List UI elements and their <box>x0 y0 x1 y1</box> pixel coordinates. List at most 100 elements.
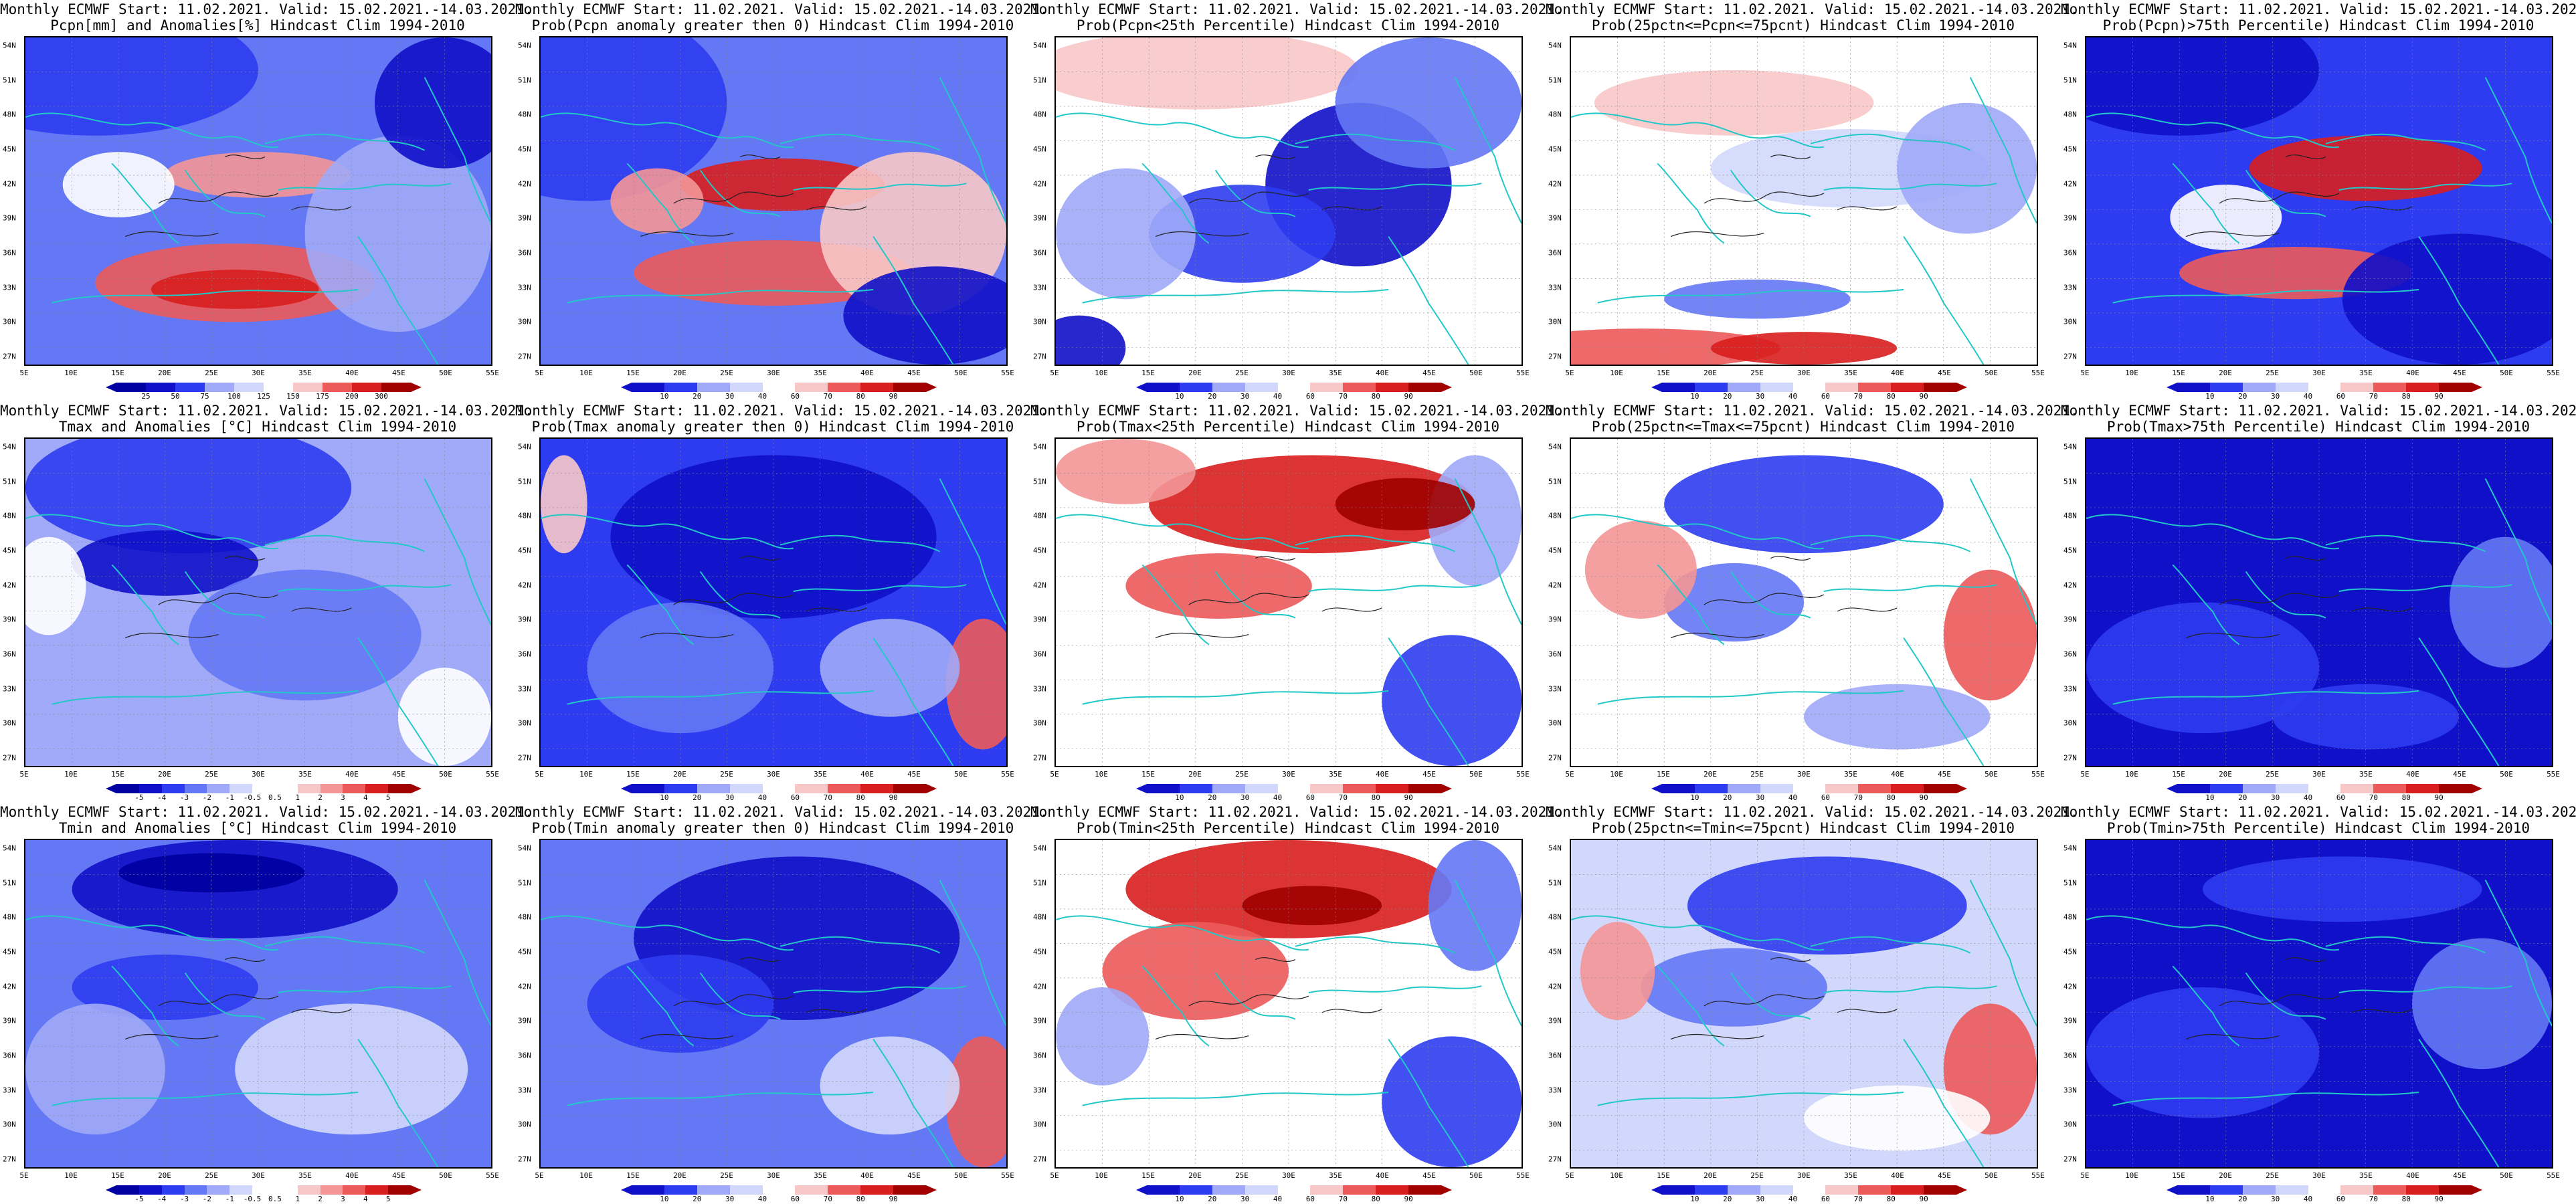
contour-line <box>1188 994 1309 1007</box>
panel-title-line2: Prob(Pcpn anomaly greater then 0) Hindca… <box>531 17 1014 33</box>
panel-title-line1: Monthly ECMWF Start: 11.02.2021. Valid: … <box>0 804 533 820</box>
coastline <box>626 564 695 645</box>
forecast-map <box>1570 839 2038 1169</box>
map-canvas <box>1056 840 1522 1167</box>
latitude-label: 30N <box>3 317 16 326</box>
longitude-label: 20E <box>1188 369 1202 377</box>
latitude-label: 39N <box>518 615 531 624</box>
colorbar-arrow-left <box>1136 1185 1147 1195</box>
panel-title-line2: Prob(Pcpn)>75th Percentile) Hindcast Cli… <box>2102 17 2535 33</box>
latitude-label: 42N <box>2063 179 2077 189</box>
colorbar-tick-label: 70 <box>2369 392 2378 401</box>
longitude-label: 20E <box>2219 1171 2232 1180</box>
contour-line <box>124 1034 219 1040</box>
coastline <box>793 584 967 593</box>
coastline <box>1056 514 1309 550</box>
colorbar-cell <box>664 1185 698 1195</box>
colorbar-arrow-right <box>1441 784 1452 793</box>
contour-line <box>2185 633 2280 639</box>
colorbar-cell <box>381 383 411 392</box>
latitude-label: 54N <box>3 843 16 853</box>
latitude-label: 33N <box>3 684 16 694</box>
longitude-label: 50E <box>954 369 968 377</box>
colorbar-tick-label: -4 <box>157 793 167 802</box>
forecast-map <box>539 36 1008 366</box>
coastline <box>1823 183 1997 191</box>
longitude-label: 30E <box>2312 369 2326 377</box>
latitude-label: 51N <box>1548 76 1562 85</box>
longitude-label: 30E <box>252 1171 265 1180</box>
latitude-label: 30N <box>518 317 531 326</box>
latitude-label: 27N <box>2063 1155 2077 1164</box>
colorbar-cell <box>664 784 698 793</box>
panel-title-line1: Monthly ECMWF Start: 11.02.2021. Valid: … <box>2061 403 2576 419</box>
colorbar-cell <box>828 1185 861 1195</box>
latitude-label: 27N <box>1548 1155 1562 1164</box>
longitude-label: 5E <box>2080 1171 2090 1180</box>
coastline <box>25 915 278 951</box>
longitude-label: 25E <box>720 770 733 779</box>
colorbar-cell <box>1245 784 1279 793</box>
panel-title-line2: Prob(Tmax>75th Percentile) Hindcast Clim… <box>2106 419 2531 435</box>
map-panel: Monthly ECMWF Start: 11.02.2021. Valid: … <box>0 803 533 1204</box>
latitude-label: 51N <box>3 477 16 486</box>
contour-line <box>1188 191 1309 204</box>
colorbar-arrow-right <box>411 1185 422 1195</box>
latitude-label: 51N <box>518 477 531 486</box>
latitude-label: 42N <box>2063 581 2077 590</box>
contour-line <box>158 593 279 605</box>
colorbar-arrow-left <box>621 784 632 793</box>
coastline <box>1571 514 1824 550</box>
longitude-label: 10E <box>1095 770 1108 779</box>
contour-line <box>1837 607 1898 612</box>
colorbar-cell <box>1310 1185 1344 1195</box>
colorbar-cell <box>207 784 230 793</box>
contour-line <box>673 191 794 204</box>
longitude-label: 55E <box>2547 770 2560 779</box>
coastline <box>1454 880 1522 1027</box>
longitude-label: 10E <box>1095 1171 1108 1180</box>
colorbar-cell <box>2177 1185 2211 1195</box>
colorbar-cell <box>274 1185 298 1195</box>
longitude-label: 25E <box>1235 1171 1249 1180</box>
colorbar-cell <box>1760 784 1794 793</box>
latitude-label: 51N <box>2063 477 2077 486</box>
colorbar-tick-label: 10 <box>660 1195 669 1203</box>
longitude-label: 35E <box>1329 770 1342 779</box>
colorbar-tick-label: 60 <box>2336 1195 2346 1203</box>
map-canvas <box>541 439 1006 766</box>
latitude-label: 27N <box>1033 352 1046 361</box>
coastline <box>1823 584 1997 593</box>
contour-line <box>2352 1009 2413 1013</box>
longitude-label: 5E <box>1565 770 1574 779</box>
longitude-label: 20E <box>1704 770 1717 779</box>
latitude-label: 45N <box>2063 144 2077 154</box>
latitude-label: 30N <box>3 718 16 728</box>
colorbar-arrow-right <box>926 383 937 392</box>
latitude-label: 54N <box>1033 41 1046 50</box>
colorbar-tick-label: 40 <box>2303 1195 2313 1203</box>
colorbar-arrow-left <box>1651 383 1662 392</box>
colorbar <box>106 784 422 793</box>
coastline <box>1823 985 1997 994</box>
longitude-label: 45E <box>392 369 405 377</box>
contour-line <box>1155 633 1249 639</box>
field-shading <box>610 455 937 619</box>
panel-title-line2: Prob(Tmin anomaly greater then 0) Hindca… <box>531 820 1014 836</box>
longitude-label: 40E <box>1891 770 1904 779</box>
latitude-label: 54N <box>1548 41 1562 50</box>
field-shading <box>1056 168 1196 300</box>
longitude-label: 20E <box>673 1171 686 1180</box>
colorbar-tick-label: 30 <box>2271 392 2280 401</box>
longitude-label: 45E <box>392 770 405 779</box>
longitude-label: 15E <box>1657 1171 1670 1180</box>
colorbar-tick-label: 80 <box>2401 793 2411 802</box>
colorbar-cell <box>1310 784 1344 793</box>
coastline <box>1657 965 1725 1047</box>
longitude-label: 20E <box>158 1171 171 1180</box>
colorbar-tick-label: 10 <box>1690 1195 1699 1203</box>
colorbar-tick-label: 40 <box>757 392 767 401</box>
latitude-label: 51N <box>3 76 16 85</box>
latitude-label: 54N <box>2063 41 2077 50</box>
field-shading <box>1335 478 1475 530</box>
